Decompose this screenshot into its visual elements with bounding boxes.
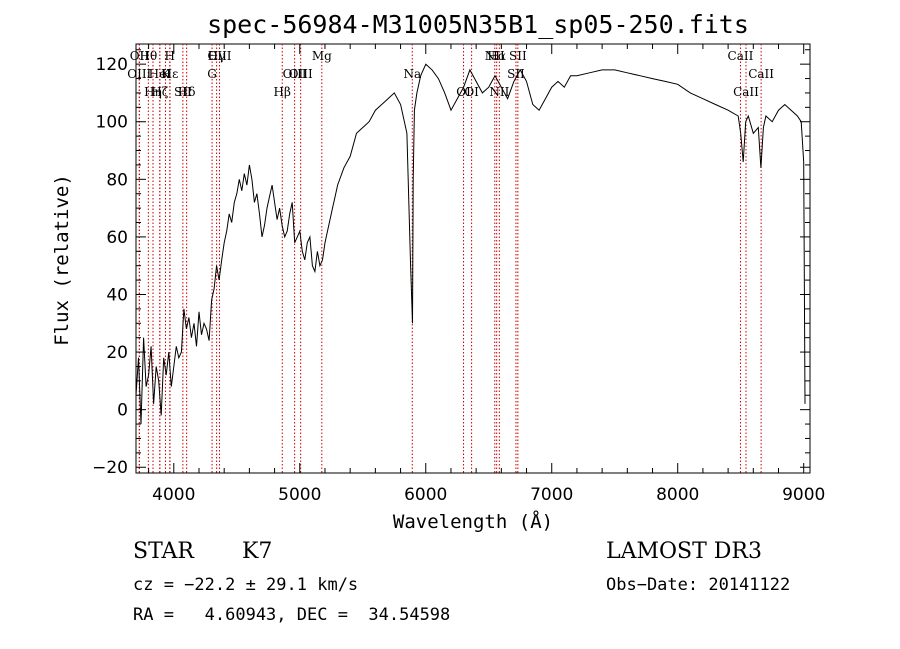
plot-frame — [135, 43, 811, 474]
marker-label: CaII — [733, 85, 759, 99]
marker-label: Hα — [487, 49, 506, 63]
y-tick-label: 100 — [96, 113, 128, 133]
marker-label: Hζ — [151, 85, 168, 99]
marker-label: H — [165, 49, 175, 63]
marker-label: OIII — [207, 49, 231, 63]
marker-label: OI — [464, 85, 479, 99]
x-tick-label: 4000 — [152, 485, 195, 505]
x-tick-label: 9000 — [782, 485, 825, 505]
marker-label: SII — [174, 85, 192, 99]
object-class: STAR — [133, 539, 194, 564]
marker-label: OIII — [127, 67, 151, 81]
survey-name: LAMOST DR3 — [606, 539, 762, 564]
x-axis-ticks: 4000 5000 6000 7000 8000 9000 — [148, 44, 825, 505]
marker-label: OIII — [289, 67, 313, 81]
y-tick-label: 0 — [117, 401, 128, 421]
spectrum-series-line — [135, 63, 806, 425]
marker-label: HeI — [149, 67, 172, 81]
marker-label: SII — [509, 49, 527, 63]
marker-label: CaII — [748, 67, 774, 81]
y-axis-ticks: −20 0 20 40 60 80 100 120 — [92, 49, 810, 478]
marker-label: Hγ — [208, 49, 226, 63]
redshift-velocity: cz = −22.2 ± 29.1 km/s — [133, 575, 359, 595]
marker-label: Hη — [144, 85, 162, 99]
marker-label: OII — [130, 49, 150, 63]
marker-label: NII — [485, 49, 505, 63]
y-axis-label: Flux (relative) — [51, 174, 73, 346]
marker-label: Hδ — [178, 85, 196, 99]
x-axis-label: Wavelength (Å) — [393, 510, 553, 533]
coordinates: RA = 4.60943, DEC = 34.54598 — [133, 605, 451, 625]
marker-label: OIII — [283, 67, 307, 81]
line-marker-labels: HθKHδOIIIOIIIOIHαSIICaIIOIIHeISIIHγOIIIN… — [127, 49, 774, 99]
x-tick-label: 7000 — [530, 485, 573, 505]
marker-label: NII — [489, 85, 509, 99]
x-tick-label: 6000 — [404, 485, 447, 505]
marker-label: Mg — [312, 49, 332, 63]
y-tick-label: 40 — [106, 285, 128, 305]
y-tick-label: 80 — [106, 170, 128, 190]
marker-label: Hβ — [274, 85, 291, 99]
x-tick-label: 8000 — [656, 485, 699, 505]
marker-label: OI — [456, 85, 471, 99]
marker-label: Na — [403, 67, 421, 81]
marker-label: G — [207, 67, 217, 81]
observation-date: Obs−Date: 20141122 — [606, 575, 791, 595]
y-tick-label: −20 — [92, 458, 128, 478]
marker-label: CaII — [728, 49, 754, 63]
y-tick-label: 20 — [106, 343, 128, 363]
line-markers — [138, 44, 762, 473]
marker-label: Hε — [162, 67, 179, 81]
chart-title: spec-56984-M31005N35B1_sp05-250.fits — [207, 10, 749, 39]
marker-label: Hθ — [139, 49, 157, 63]
y-tick-label: 60 — [106, 228, 128, 248]
x-tick-label: 5000 — [278, 485, 321, 505]
y-tick-label: 120 — [96, 55, 128, 75]
marker-label: K — [161, 67, 171, 81]
object-subclass: K7 — [242, 539, 273, 564]
